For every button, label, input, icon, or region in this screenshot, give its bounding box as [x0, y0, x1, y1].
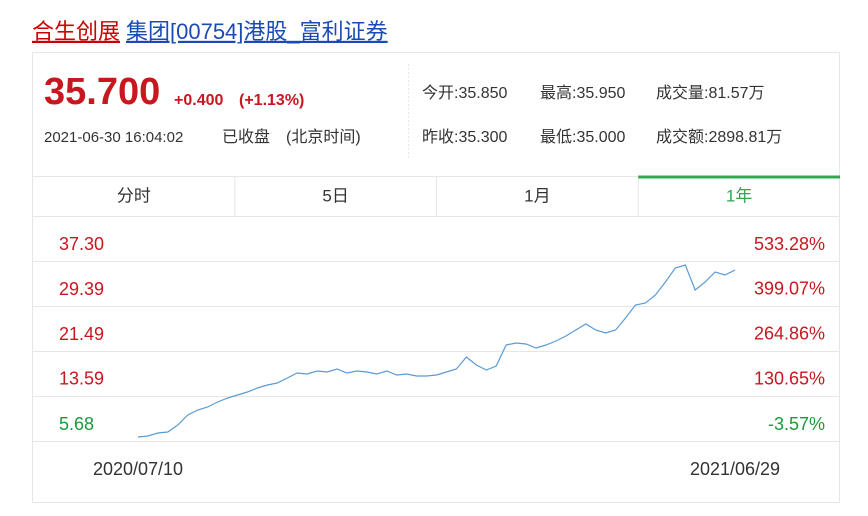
tab[interactable]: 5日	[322, 186, 348, 205]
y-tick-label: 29.39	[59, 279, 104, 299]
y-tick-label: 21.49	[59, 324, 104, 344]
y2-tick-label: 399.07%	[754, 279, 825, 299]
x-tick-label: 2021/06/29	[690, 459, 780, 479]
tab[interactable]: 1年	[726, 186, 752, 205]
y-tick-label: 37.30	[59, 234, 104, 254]
price-line	[137, 264, 736, 438]
y2-tick-label: 533.28%	[754, 234, 825, 254]
time: 2021-06-30 16:04:02	[44, 129, 183, 146]
y2-tick-label: 130.65%	[754, 369, 825, 389]
price: 35.700	[44, 71, 160, 113]
x-tick-label: 2020/07/10	[93, 459, 183, 479]
y2-tick-label: 264.86%	[754, 324, 825, 344]
tab[interactable]: 分时	[117, 186, 151, 205]
change: +0.400	[174, 92, 223, 109]
change-pct: (+1.13%)	[239, 92, 304, 109]
tab[interactable]: 1月	[524, 186, 550, 205]
stat: 今开:35.850	[422, 84, 507, 102]
stat: 最高:35.950	[540, 84, 625, 102]
stat: 昨收:35.300	[422, 128, 507, 146]
timezone: (北京时间)	[286, 128, 361, 146]
y2-tick-label: -3.57%	[768, 414, 825, 434]
widget-border	[32, 52, 840, 503]
stat: 成交量:81.57万	[656, 84, 765, 102]
y-tick-label: 5.68	[59, 414, 94, 434]
stat: 最低:35.000	[540, 128, 625, 146]
status: 已收盘	[222, 127, 270, 146]
stat: 成交额:2898.81万	[656, 128, 782, 146]
title-link-red[interactable]: 合生创展	[32, 19, 120, 44]
y-tick-label: 13.59	[59, 369, 104, 389]
title-link[interactable]: 集团[00754]港股_富利证券	[126, 19, 388, 44]
